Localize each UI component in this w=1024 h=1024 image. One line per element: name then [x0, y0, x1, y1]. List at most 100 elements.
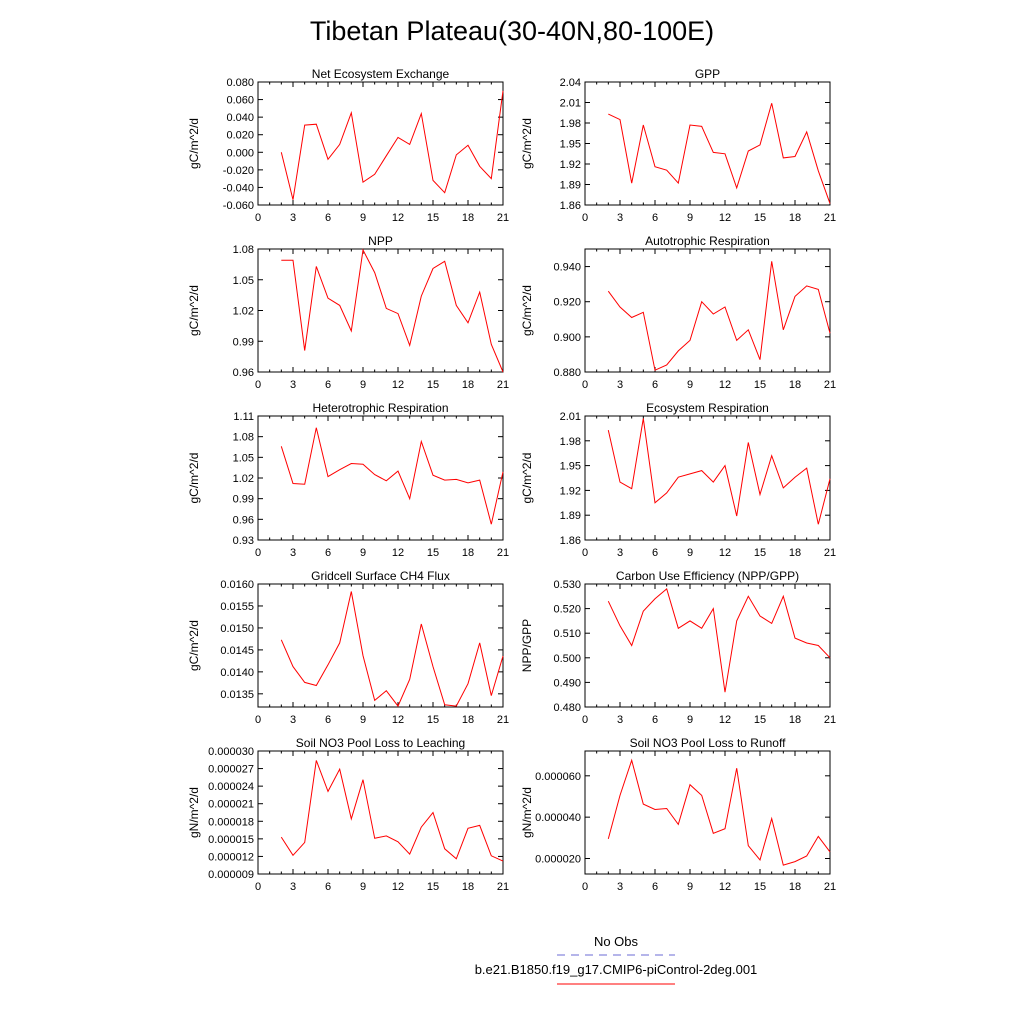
x-tick-label: 0: [255, 547, 261, 559]
y-tick-label: 2.04: [560, 77, 581, 89]
y-axis-label: NPP/GPP: [520, 619, 534, 672]
x-tick-label: 12: [392, 212, 404, 224]
x-tick-label: 21: [497, 212, 509, 224]
y-axis-label: gN/m^2/d: [187, 787, 201, 838]
y-tick-label: 0.500: [553, 653, 581, 665]
x-tick-label: 15: [427, 212, 439, 224]
legend-label-no-obs: No Obs: [594, 934, 639, 949]
y-axis-label: gC/m^2/d: [520, 118, 534, 169]
series-line: [607, 418, 831, 525]
y-tick-label: 0.020: [226, 130, 254, 142]
y-tick-label: 1.08: [233, 244, 254, 256]
y-tick-label: 0.900: [553, 332, 581, 344]
series-line: [607, 261, 831, 371]
x-tick-label: 12: [392, 547, 404, 559]
y-tick-label: 0.520: [553, 604, 581, 616]
panel-title: GPP: [695, 67, 720, 81]
x-tick-label: 15: [754, 881, 766, 893]
y-axis-label: gC/m^2/d: [187, 118, 201, 169]
y-axis-label: gC/m^2/d: [187, 285, 201, 336]
x-tick-label: 18: [789, 379, 801, 391]
x-tick-label: 0: [582, 547, 588, 559]
x-tick-label: 21: [497, 547, 509, 559]
x-tick-label: 18: [789, 881, 801, 893]
y-tick-label: 0.99: [233, 494, 254, 506]
x-tick-label: 21: [824, 714, 836, 726]
x-tick-label: 9: [687, 212, 693, 224]
panel-5: Ecosystem Respiration 0 3 6 9 12 15 18 21 1.86 1.8…: [520, 401, 836, 559]
x-tick-label: 9: [687, 881, 693, 893]
x-tick-label: 9: [360, 212, 366, 224]
x-tick-label: 0: [582, 379, 588, 391]
y-tick-label: 0.060: [226, 95, 254, 107]
x-tick-label: 12: [392, 379, 404, 391]
panel-7: Carbon Use Efficiency (NPP/GPP) 0 3 6 9 12 15 1…: [520, 569, 836, 726]
x-tick-label: 21: [824, 212, 836, 224]
y-tick-label: 0.940: [553, 262, 581, 274]
plot-frame: [257, 750, 504, 875]
y-tick-label: 0.000018: [208, 816, 254, 828]
y-tick-label: 0.93: [233, 535, 254, 547]
panel-3: Autotrophic Respiration 0 3 6 9 12 15 18 21 0.880…: [520, 234, 836, 391]
x-tick-label: 21: [497, 379, 509, 391]
x-tick-label: 9: [687, 714, 693, 726]
legend: No Obs b.e21.B1850.f19_g17.CMIP6-piContr…: [475, 934, 757, 985]
y-tick-label: 1.86: [560, 535, 581, 547]
panel-2: NPP 0 3 6 9 12 15 18 21 0.96 0.99 1.02 1.05 1.08 gC/m^…: [187, 234, 509, 391]
plot-frame: [257, 81, 504, 206]
x-tick-label: 12: [719, 379, 731, 391]
x-tick-label: 9: [360, 714, 366, 726]
x-tick-label: 9: [360, 881, 366, 893]
x-tick-label: 0: [582, 881, 588, 893]
panels: Net Ecosystem Exchange 0 3 6 9 12 15 18 21 -0.060…: [187, 67, 836, 893]
y-tick-label: 0.880: [553, 367, 581, 379]
y-tick-label: 2.01: [560, 411, 581, 423]
plot-frame: [584, 248, 831, 373]
x-tick-label: 15: [427, 379, 439, 391]
x-tick-label: 15: [754, 212, 766, 224]
panel-8: Soil NO3 Pool Loss to Leaching 0 3 6 9 12 15 18…: [187, 736, 509, 893]
x-tick-label: 3: [290, 881, 296, 893]
x-tick-label: 18: [789, 714, 801, 726]
y-axis-label: gN/m^2/d: [520, 787, 534, 838]
y-tick-label: 0.000020: [535, 853, 581, 865]
x-tick-label: 3: [617, 547, 623, 559]
y-tick-label: 0.000024: [208, 781, 254, 793]
panel-1: GPP 0 3 6 9 12 15 18 21 1.86 1.89 1.92 1.95 1.98 2.01 2…: [520, 67, 836, 224]
plot-frame: [584, 81, 831, 206]
x-tick-label: 21: [824, 379, 836, 391]
series-line: [280, 760, 504, 862]
x-tick-label: 15: [427, 547, 439, 559]
y-tick-label: 0.000027: [208, 764, 254, 776]
y-tick-label: 1.08: [233, 432, 254, 444]
y-tick-label: 1.95: [560, 139, 581, 151]
y-tick-label: 0.96: [233, 514, 254, 526]
y-tick-label: 0.490: [553, 677, 581, 689]
y-tick-label: 1.11: [233, 411, 254, 423]
y-tick-label: 1.02: [233, 473, 254, 485]
y-tick-label: 0.080: [226, 77, 254, 89]
y-tick-label: 0.0135: [220, 689, 254, 701]
x-tick-label: 3: [617, 881, 623, 893]
x-tick-label: 9: [687, 379, 693, 391]
x-tick-label: 3: [617, 714, 623, 726]
x-tick-label: 6: [325, 379, 331, 391]
panel-title: NPP: [368, 234, 393, 248]
y-tick-label: 0.96: [233, 367, 254, 379]
plot-frame: [257, 248, 504, 373]
x-tick-label: 18: [462, 379, 474, 391]
x-tick-label: 12: [719, 881, 731, 893]
panel-6: Gridcell Surface CH4 Flux 0 3 6 9 12 15 18 21 0.0…: [187, 569, 509, 726]
x-tick-label: 18: [462, 881, 474, 893]
x-tick-label: 6: [652, 379, 658, 391]
series-line: [280, 90, 504, 200]
y-tick-label: 0.000021: [208, 799, 254, 811]
series-line: [280, 591, 504, 708]
panel-title: Net Ecosystem Exchange: [312, 67, 450, 81]
series-line: [607, 758, 831, 866]
y-tick-label: 1.98: [560, 118, 581, 130]
y-tick-label: 0.99: [233, 336, 254, 348]
y-tick-label: 1.98: [560, 436, 581, 448]
panel-title: Heterotrophic Respiration: [312, 401, 448, 415]
